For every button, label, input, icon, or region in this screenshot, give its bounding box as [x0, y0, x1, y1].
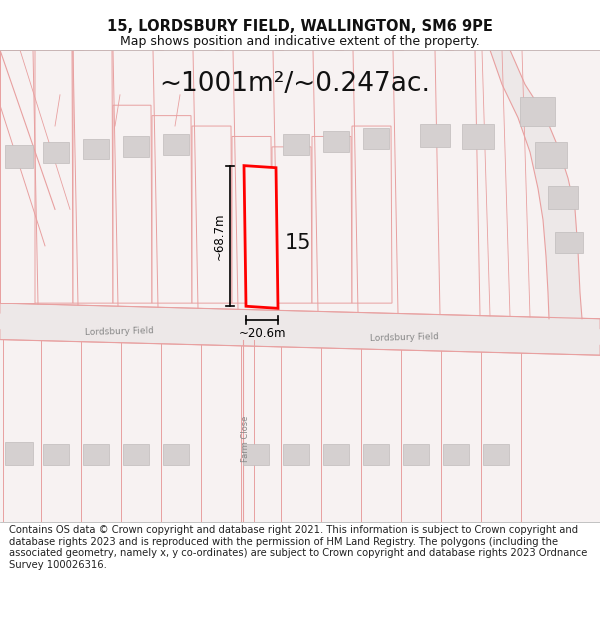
Bar — [555, 232, 583, 253]
Bar — [323, 131, 349, 152]
Text: 15, LORDSBURY FIELD, WALLINGTON, SM6 9PE: 15, LORDSBURY FIELD, WALLINGTON, SM6 9PE — [107, 19, 493, 34]
Text: Lordsbury Field: Lordsbury Field — [85, 326, 154, 337]
Polygon shape — [0, 50, 35, 303]
Polygon shape — [232, 136, 272, 303]
Polygon shape — [192, 126, 232, 303]
Bar — [443, 444, 469, 464]
Polygon shape — [490, 50, 582, 319]
Text: ~68.7m: ~68.7m — [212, 212, 226, 260]
Polygon shape — [73, 50, 113, 303]
Text: Farm Close: Farm Close — [241, 416, 251, 462]
Polygon shape — [312, 136, 352, 303]
Bar — [420, 124, 450, 147]
Bar — [548, 186, 578, 209]
Text: Contains OS data © Crown copyright and database right 2021. This information is : Contains OS data © Crown copyright and d… — [9, 525, 587, 570]
Bar — [535, 142, 567, 168]
Text: ~1001m²/~0.247ac.: ~1001m²/~0.247ac. — [160, 71, 431, 98]
Bar — [483, 444, 509, 464]
Polygon shape — [0, 50, 70, 272]
Bar — [520, 97, 555, 126]
Polygon shape — [113, 105, 152, 303]
Bar — [283, 444, 309, 464]
Polygon shape — [272, 147, 312, 303]
Text: Map shows position and indicative extent of the property.: Map shows position and indicative extent… — [120, 35, 480, 48]
Text: Lordsbury Field: Lordsbury Field — [370, 332, 439, 343]
Bar — [243, 444, 269, 464]
Bar — [163, 444, 189, 464]
Polygon shape — [35, 50, 73, 303]
Bar — [5, 442, 33, 464]
Bar — [43, 444, 69, 464]
Bar — [123, 444, 149, 464]
Polygon shape — [152, 116, 192, 303]
Bar — [403, 444, 429, 464]
Text: 15: 15 — [285, 232, 311, 253]
Bar — [462, 124, 494, 149]
Bar — [363, 128, 389, 149]
Bar — [83, 139, 109, 159]
Bar — [83, 444, 109, 464]
Bar — [323, 444, 349, 464]
Bar — [283, 134, 309, 155]
Bar — [5, 145, 33, 168]
Bar — [123, 136, 149, 158]
Polygon shape — [0, 314, 600, 345]
Polygon shape — [244, 166, 278, 308]
Text: ~20.6m: ~20.6m — [238, 327, 286, 340]
Bar — [163, 134, 189, 155]
Polygon shape — [352, 126, 392, 303]
Polygon shape — [0, 303, 600, 355]
Bar — [363, 444, 389, 464]
Bar — [43, 142, 69, 162]
